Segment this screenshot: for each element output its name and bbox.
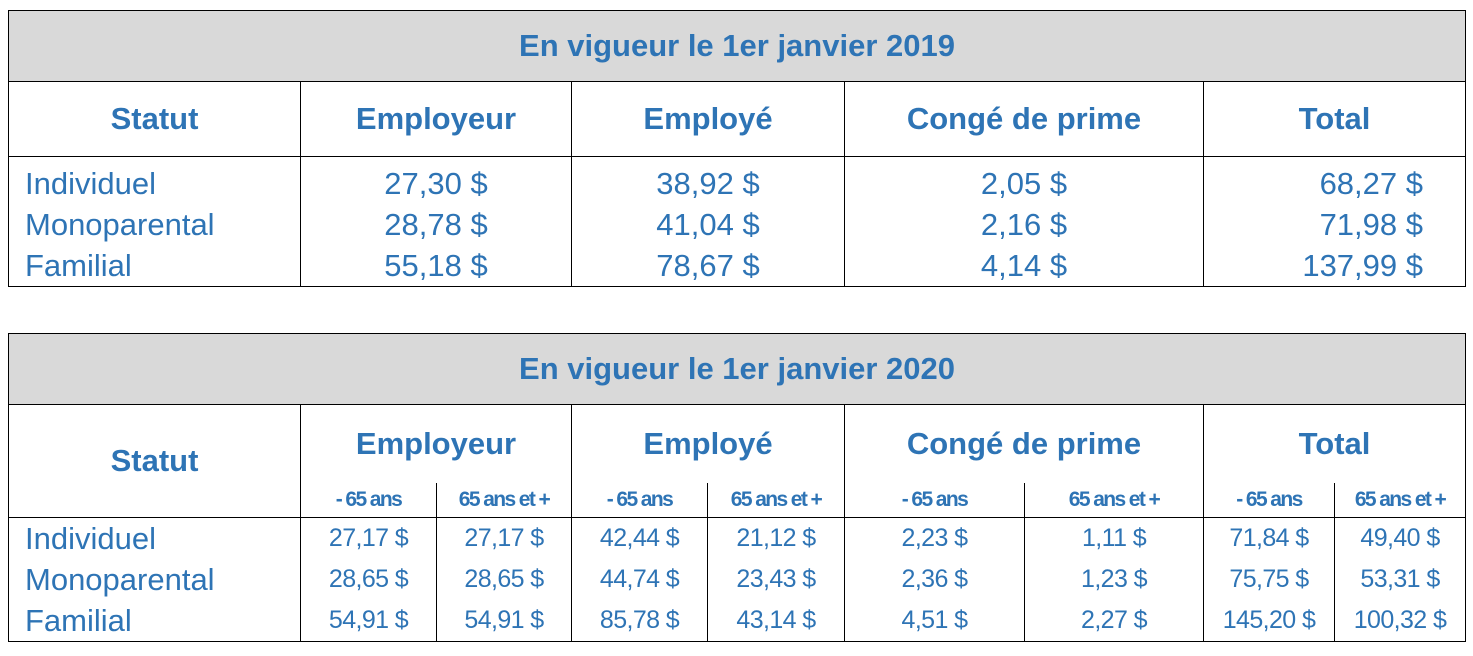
subheader-moins-65: - 65 ans	[1203, 483, 1335, 518]
employe-cell: 78,67 $	[571, 245, 845, 287]
table-row: Individuel 27,30 $ 38,92 $ 2,05 $ 68,27 …	[8, 156, 1466, 204]
value-cell: 100,32 $	[1333, 600, 1467, 642]
subheader-65-et-plus: 65 ans et +	[707, 483, 845, 518]
table-title: En vigueur le 1er janvier 2020	[7, 333, 1467, 405]
value-cell: 2,23 $	[844, 517, 1025, 559]
statut-cell: Familial	[8, 245, 301, 287]
value-cell: 75,75 $	[1203, 559, 1335, 600]
employeur-cell: 55,18 $	[300, 245, 572, 287]
value-cell: 85,78 $	[571, 600, 708, 642]
statut-cell: Individuel	[8, 517, 301, 559]
table-row: Individuel 27,17 $ 27,17 $ 42,44 $ 21,12…	[8, 517, 1467, 559]
value-cell: 23,43 $	[707, 559, 845, 600]
employe-cell: 41,04 $	[571, 204, 845, 245]
value-cell: 71,84 $	[1203, 517, 1335, 559]
conge-cell: 2,05 $	[844, 156, 1204, 204]
subheader-65-et-plus: 65 ans et +	[436, 483, 572, 518]
employeur-cell: 28,78 $	[300, 204, 572, 245]
subheader-65-et-plus: 65 ans et +	[1024, 483, 1204, 518]
value-cell: 44,74 $	[571, 559, 708, 600]
header-employe: Employé	[571, 81, 845, 157]
statut-cell: Monoparental	[8, 559, 301, 600]
header-statut: Statut	[8, 81, 301, 157]
total-cell: 68,27 $	[1203, 156, 1466, 204]
table-row: Familial 55,18 $ 78,67 $ 4,14 $ 137,99 $	[8, 245, 1466, 287]
header-employeur: Employeur	[300, 81, 572, 157]
subheader-moins-65: - 65 ans	[571, 483, 708, 518]
subheader-moins-65: - 65 ans	[844, 483, 1025, 518]
employe-cell: 38,92 $	[571, 156, 845, 204]
value-cell: 145,20 $	[1203, 600, 1335, 642]
header-employe: Employé	[571, 404, 845, 483]
header-total: Total	[1202, 404, 1467, 483]
header-employeur: Employeur	[300, 404, 572, 483]
total-cell: 137,99 $	[1203, 245, 1466, 287]
value-cell: 1,11 $	[1024, 517, 1204, 559]
header-conge-de-prime: Congé de prime	[844, 81, 1204, 157]
statut-cell: Familial	[8, 600, 301, 642]
rates-table-2020: En vigueur le 1er janvier 2020 Statut Em…	[7, 333, 1467, 642]
header-conge-de-prime: Congé de prime	[844, 404, 1204, 483]
subheader-65-et-plus: 65 ans et +	[1333, 483, 1467, 518]
value-cell: 2,27 $	[1024, 600, 1204, 642]
value-cell: 4,51 $	[844, 600, 1025, 642]
table-title: En vigueur le 1er janvier 2019	[8, 10, 1466, 82]
rates-table-2019: En vigueur le 1er janvier 2019 Statut Em…	[8, 10, 1466, 287]
value-cell: 27,17 $	[436, 517, 572, 559]
value-cell: 42,44 $	[571, 517, 708, 559]
value-cell: 54,91 $	[436, 600, 572, 642]
value-cell: 21,12 $	[707, 517, 845, 559]
statut-cell: Individuel	[8, 156, 301, 204]
total-cell: 71,98 $	[1203, 204, 1466, 245]
value-cell: 28,65 $	[300, 559, 437, 600]
table-row: Monoparental 28,78 $ 41,04 $ 2,16 $ 71,9…	[8, 204, 1466, 245]
value-cell: 43,14 $	[707, 600, 845, 642]
value-cell: 49,40 $	[1333, 517, 1467, 559]
conge-cell: 2,16 $	[844, 204, 1204, 245]
employeur-cell: 27,30 $	[300, 156, 572, 204]
header-statut: Statut	[8, 404, 301, 518]
value-cell: 53,31 $	[1333, 559, 1467, 600]
header-total: Total	[1203, 81, 1466, 157]
conge-cell: 4,14 $	[844, 245, 1204, 287]
value-cell: 1,23 $	[1024, 559, 1204, 600]
value-cell: 54,91 $	[300, 600, 437, 642]
value-cell: 27,17 $	[300, 517, 437, 559]
value-cell: 2,36 $	[844, 559, 1025, 600]
table-row: Monoparental 28,65 $ 28,65 $ 44,74 $ 23,…	[8, 559, 1467, 600]
subheader-moins-65: - 65 ans	[300, 483, 437, 518]
table-row: Familial 54,91 $ 54,91 $ 85,78 $ 43,14 $…	[8, 600, 1467, 642]
value-cell: 28,65 $	[436, 559, 572, 600]
statut-cell: Monoparental	[8, 204, 301, 245]
